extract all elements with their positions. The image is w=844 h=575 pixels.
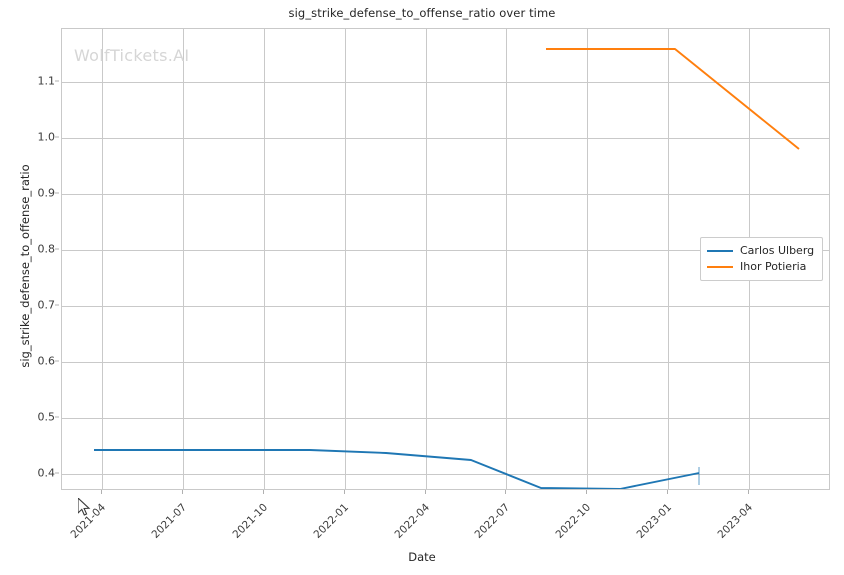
y-tick-mark-1 xyxy=(55,136,59,138)
grid-lines xyxy=(62,29,829,489)
x-axis-ticks: 2021-04 2021-07 2021-10 2022-01 2022-04 2022-… xyxy=(0,490,844,550)
y-axis-label: sig_strike_defense_to_offense_ratio xyxy=(18,164,32,368)
x-tick-mark-3 xyxy=(344,490,345,494)
y-axis-ticks: 1.1 1.0 0.9 0.8 0.7 0.6 0.5 0.4 xyxy=(0,28,59,490)
legend-item-2[interactable]: Ihor Potieria xyxy=(707,259,814,275)
legend-swatch-1 xyxy=(707,249,733,252)
x-tick-mark-0 xyxy=(101,490,102,494)
y-tick-label-0: 1.1 xyxy=(37,74,56,88)
x-tick-label-0: 2021-04 xyxy=(68,501,109,541)
x-tick-mark-4 xyxy=(425,490,426,494)
x-tick-label-1: 2021-07 xyxy=(149,501,190,541)
y-tick-label-3: 0.8 xyxy=(37,242,56,256)
series-line-1 xyxy=(94,449,700,489)
legend-label-2: Ihor Potieria xyxy=(740,259,807,273)
y-tick-mark-2 xyxy=(55,192,59,194)
y-tick-mark-3 xyxy=(55,248,59,250)
x-tick-mark-6 xyxy=(586,490,587,494)
y-tick-mark-7 xyxy=(55,472,59,474)
legend-item-1[interactable]: Carlos Ulberg xyxy=(707,243,814,259)
x-tick-mark-2 xyxy=(263,490,264,494)
chart-legend[interactable]: Carlos Ulberg Ihor Potieria xyxy=(700,237,824,281)
x-tick-mark-7 xyxy=(667,490,668,494)
y-tick-label-6: 0.5 xyxy=(37,410,56,424)
legend-swatch-2 xyxy=(707,265,733,268)
y-tick-mark-5 xyxy=(55,360,59,362)
series-line-2 xyxy=(546,48,800,150)
x-tick-mark-5 xyxy=(505,490,506,494)
y-tick-mark-6 xyxy=(55,416,59,418)
y-tick-label-5: 0.6 xyxy=(37,354,56,368)
legend-label-1: Carlos Ulberg xyxy=(740,244,815,257)
x-tick-label-4: 2022-04 xyxy=(392,501,433,541)
y-tick-label-1: 1.0 xyxy=(37,130,56,144)
series-lines xyxy=(94,48,800,489)
x-tick-label-8: 2023-04 xyxy=(715,501,756,541)
y-tick-label-2: 0.9 xyxy=(37,186,56,200)
y-tick-label-4: 0.7 xyxy=(37,298,56,312)
y-tick-label-7: 0.4 xyxy=(37,466,56,480)
x-tick-label-5: 2022-07 xyxy=(472,501,513,541)
x-tick-label-6: 2022-10 xyxy=(553,501,594,541)
x-tick-mark-1 xyxy=(182,490,183,494)
x-tick-label-2: 2021-10 xyxy=(230,501,271,541)
x-tick-mark-8 xyxy=(748,490,749,494)
x-tick-label-3: 2022-01 xyxy=(311,501,352,541)
chart-title: sig_strike_defense_to_offense_ratio over… xyxy=(288,6,556,20)
y-tick-mark-0 xyxy=(55,80,59,82)
x-axis-label: Date xyxy=(408,550,436,564)
y-tick-mark-4 xyxy=(55,304,59,306)
x-tick-label-7: 2023-01 xyxy=(634,501,675,541)
